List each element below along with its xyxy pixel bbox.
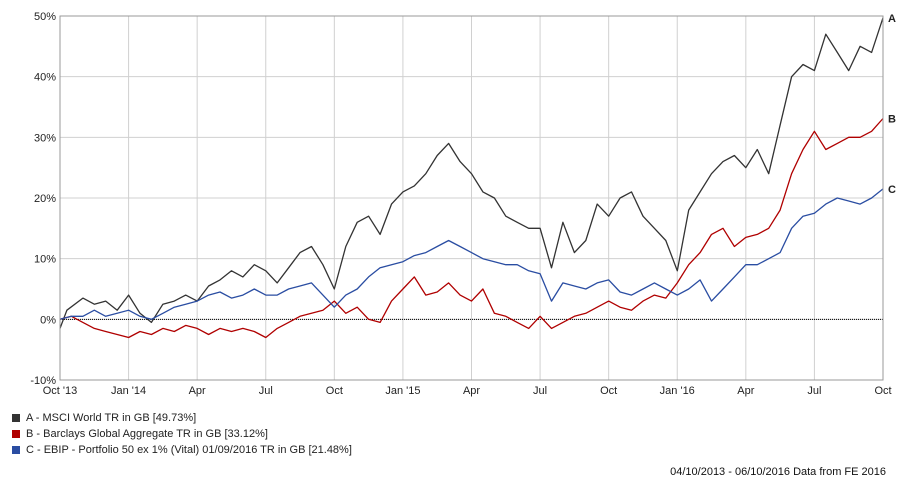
x-tick-label: Jan '14 bbox=[111, 385, 146, 397]
x-tick-label: Apr bbox=[189, 385, 206, 397]
end-label-c: C bbox=[888, 184, 896, 196]
legend-label-a: A - MSCI World TR in GB [49.73%] bbox=[26, 412, 197, 424]
series-line-b bbox=[59, 118, 884, 339]
x-tick-label: Jan '15 bbox=[385, 385, 420, 397]
grid bbox=[59, 15, 884, 381]
y-tick-label: 50% bbox=[34, 11, 56, 23]
x-tick-label: Oct '13 bbox=[43, 385, 78, 397]
end-label-b: B bbox=[888, 114, 896, 126]
legend-swatch-a bbox=[12, 414, 20, 422]
series-lines bbox=[59, 17, 884, 339]
end-labels: A B C bbox=[888, 13, 896, 196]
y-tick-label: 20% bbox=[34, 193, 56, 205]
x-tick-label: Oct bbox=[874, 385, 891, 397]
legend-item-c: C - EBIP - Portfolio 50 ex 1% (Vital) 01… bbox=[12, 442, 352, 458]
x-tick-label: Apr bbox=[463, 385, 480, 397]
series-line-c bbox=[59, 188, 884, 320]
legend: A - MSCI World TR in GB [49.73%] B - Bar… bbox=[12, 410, 352, 458]
x-tick-label: Jul bbox=[259, 385, 273, 397]
x-tick-label: Jul bbox=[533, 385, 547, 397]
y-tick-label: 30% bbox=[34, 132, 56, 144]
legend-item-a: A - MSCI World TR in GB [49.73%] bbox=[12, 410, 352, 426]
legend-swatch-c bbox=[12, 446, 20, 454]
x-tick-label: Apr bbox=[737, 385, 754, 397]
x-tick-label: Jul bbox=[807, 385, 821, 397]
legend-label-b: B - Barclays Global Aggregate TR in GB [… bbox=[26, 428, 268, 440]
y-tick-label: -10% bbox=[30, 375, 56, 387]
legend-swatch-b bbox=[12, 430, 20, 438]
chart: -10% 0% 10% 20% 30% 40% 50% Oct '13 Jan '14 Apr J… bbox=[30, 11, 896, 397]
y-tick-label: 0% bbox=[40, 314, 56, 326]
legend-label-c: C - EBIP - Portfolio 50 ex 1% (Vital) 01… bbox=[26, 444, 352, 456]
x-tick-label: Jan '16 bbox=[660, 385, 695, 397]
x-tick-label: Oct bbox=[326, 385, 343, 397]
y-tick-labels: -10% 0% 10% 20% 30% 40% 50% bbox=[30, 11, 56, 387]
legend-item-b: B - Barclays Global Aggregate TR in GB [… bbox=[12, 426, 352, 442]
plot-border bbox=[59, 15, 884, 381]
end-label-a: A bbox=[888, 13, 896, 25]
x-tick-labels: Oct '13 Jan '14 Apr Jul Oct Jan '15 Apr Jul Oct J… bbox=[43, 385, 892, 397]
y-tick-label: 10% bbox=[34, 254, 56, 266]
x-tick-label: Oct bbox=[600, 385, 617, 397]
y-tick-label: 40% bbox=[34, 72, 56, 84]
footer-date-range: 04/10/2013 - 06/10/2016 Data from FE 201… bbox=[670, 466, 886, 478]
